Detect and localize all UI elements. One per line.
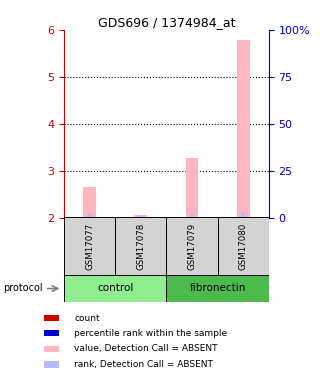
Bar (44, 315, 59, 321)
Bar (237, 40, 250, 218)
Text: control: control (97, 284, 133, 293)
Text: protocol: protocol (3, 284, 43, 293)
Bar (64, 275, 166, 302)
Bar (88, 214, 92, 217)
Bar (190, 214, 194, 217)
Text: percentile rank within the sample: percentile rank within the sample (74, 329, 227, 338)
Text: count: count (74, 314, 100, 322)
Text: GSM17079: GSM17079 (188, 223, 196, 270)
Bar (241, 212, 245, 217)
Bar (218, 217, 269, 276)
Bar (115, 217, 166, 276)
Text: rank, Detection Call = ABSENT: rank, Detection Call = ABSENT (74, 360, 213, 369)
Bar (64, 217, 115, 276)
Bar (134, 215, 147, 217)
Bar (83, 187, 96, 218)
Text: GSM17080: GSM17080 (239, 223, 248, 270)
Bar (166, 217, 218, 276)
Bar (44, 330, 59, 336)
Text: fibronectin: fibronectin (189, 284, 246, 293)
Text: value, Detection Call = ABSENT: value, Detection Call = ABSENT (74, 344, 218, 353)
Title: GDS696 / 1374984_at: GDS696 / 1374984_at (98, 16, 235, 29)
Bar (139, 214, 143, 217)
Bar (166, 275, 269, 302)
Text: GSM17078: GSM17078 (136, 223, 145, 270)
Text: GSM17077: GSM17077 (85, 223, 94, 270)
Bar (44, 362, 59, 368)
Bar (186, 158, 198, 218)
Bar (44, 345, 59, 352)
